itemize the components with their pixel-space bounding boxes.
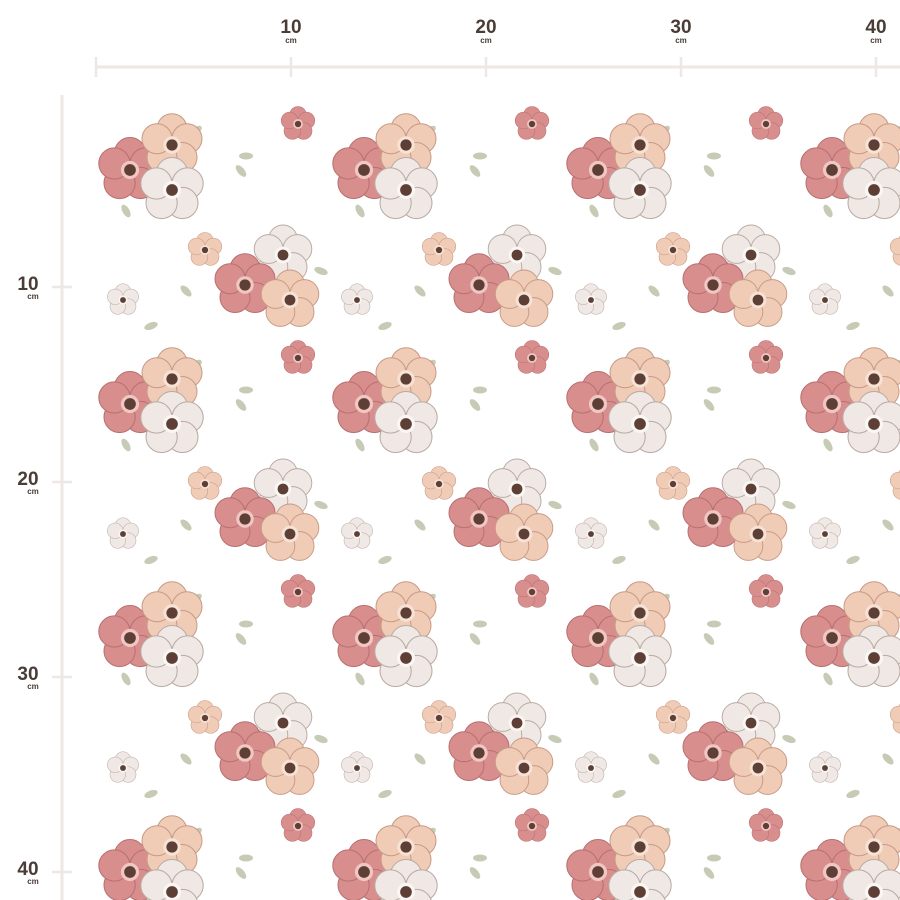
top-ruler-unit: cm bbox=[675, 36, 687, 45]
top-ruler-label: 40 bbox=[865, 17, 886, 38]
left-ruler-unit: cm bbox=[27, 877, 39, 886]
left-ruler-unit: cm bbox=[27, 682, 39, 691]
top-ruler-label: 10 bbox=[280, 17, 301, 38]
left-ruler-unit: cm bbox=[27, 487, 39, 496]
top-ruler-unit: cm bbox=[285, 36, 297, 45]
top-ruler-label: 30 bbox=[670, 17, 691, 38]
left-ruler-label: 40 bbox=[17, 859, 38, 880]
left-ruler-label: 30 bbox=[17, 664, 38, 685]
left-ruler-unit: cm bbox=[27, 292, 39, 301]
left-ruler-label: 20 bbox=[17, 469, 38, 490]
top-ruler-unit: cm bbox=[870, 36, 882, 45]
fabric-pattern bbox=[96, 96, 900, 900]
left-ruler-label: 10 bbox=[17, 274, 38, 295]
top-ruler-unit: cm bbox=[480, 36, 492, 45]
top-ruler-label: 20 bbox=[475, 17, 496, 38]
